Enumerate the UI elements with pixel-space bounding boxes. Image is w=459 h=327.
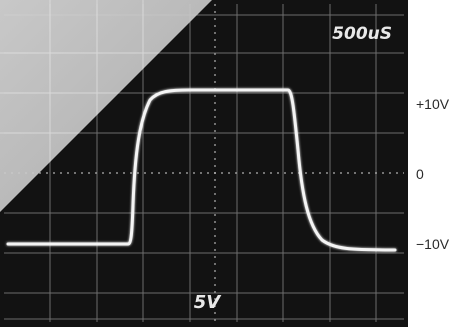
zero-volt-label: 0 [416,166,424,182]
pulse-waveform-trace [6,88,397,252]
oscilloscope-screen-photo: 500uS 5V [0,0,408,327]
screen-glare [0,0,212,212]
graticule-grid-glare [0,0,159,162]
volts-per-division-readout: 5V [194,292,223,313]
plus-10v-label: +10V [416,96,450,112]
minus-10v-label: −10V [416,236,450,252]
timebase-readout: 500uS [332,24,392,44]
